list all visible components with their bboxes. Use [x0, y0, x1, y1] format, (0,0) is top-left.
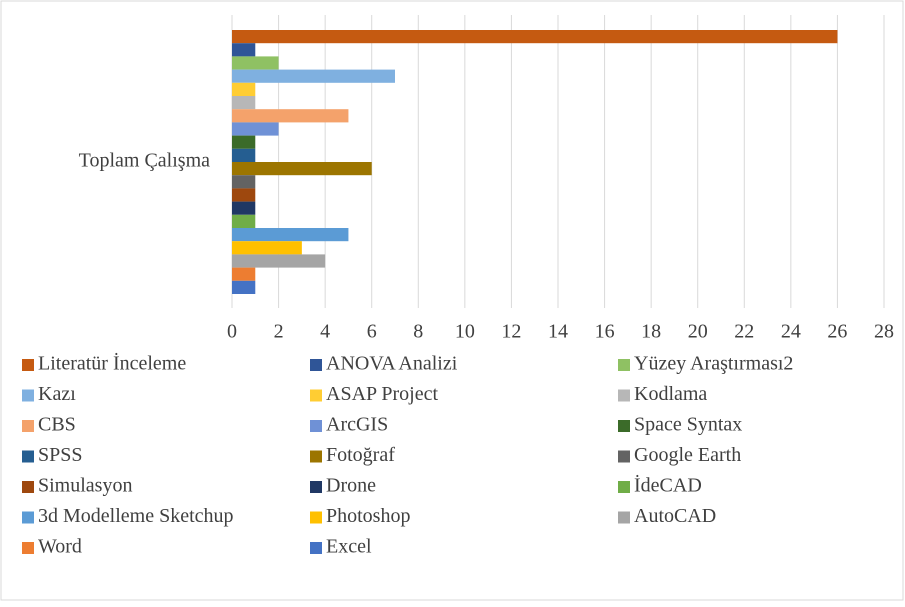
legend-label: Photoshop: [326, 505, 410, 527]
legend-label: Excel: [326, 536, 372, 558]
bar: [232, 267, 256, 281]
legend-swatch: [22, 542, 34, 554]
x-tick-label: 16: [595, 321, 615, 343]
legend-swatch: [618, 511, 630, 524]
x-tick-label: 22: [734, 321, 754, 343]
y-tick-label: Toplam Çalışma: [79, 150, 210, 172]
legend-swatch: [310, 359, 322, 371]
x-tick-label: 28: [874, 321, 894, 343]
legend-swatch: [310, 511, 322, 524]
bar: [232, 254, 326, 268]
bar: [232, 280, 256, 294]
legend-label: ANOVA Analizi: [326, 353, 458, 375]
legend-swatch: [310, 389, 322, 402]
legend-swatch: [310, 481, 322, 493]
legend-label: Word: [38, 536, 82, 558]
bar: [232, 43, 256, 57]
legend-label: ASAP Project: [326, 383, 438, 405]
x-tick-label: 10: [455, 321, 475, 343]
x-tick-label: 4: [320, 321, 330, 343]
bar: [232, 175, 256, 189]
legend-label: AutoCAD: [634, 505, 716, 527]
legend-label: Yüzey Araştırması2: [634, 353, 793, 375]
bar: [232, 30, 838, 44]
legend-label: ArcGIS: [326, 414, 388, 436]
legend-label: Literatür İnceleme: [38, 352, 186, 375]
legend-swatch: [310, 450, 322, 463]
legend-swatch: [310, 420, 322, 432]
legend-swatch: [22, 511, 34, 524]
x-tick-label: 18: [641, 321, 661, 343]
bar: [232, 96, 256, 110]
legend-swatch: [618, 389, 630, 402]
bar: [232, 148, 256, 162]
x-tick-label: 6: [367, 321, 377, 343]
bar: [232, 162, 372, 176]
bar: [232, 201, 256, 215]
legend-swatch: [22, 359, 34, 371]
bar: [232, 82, 256, 96]
legend-label: 3d Modelleme Sketchup: [38, 505, 234, 527]
x-tick-label: 26: [827, 321, 847, 343]
bar: [232, 228, 349, 242]
legend-label: Kodlama: [634, 383, 707, 405]
legend-swatch: [22, 481, 34, 493]
bar: [232, 135, 256, 149]
x-tick-label: 8: [413, 321, 423, 343]
legend-swatch: [22, 450, 34, 463]
legend-swatch: [618, 359, 630, 371]
x-tick-label: 24: [781, 321, 801, 343]
x-tick-label: 0: [227, 321, 237, 343]
bar: [232, 241, 302, 255]
x-tick-label: 20: [688, 321, 708, 343]
legend-swatch: [22, 420, 34, 432]
legend-swatch: [618, 420, 630, 432]
bar: [232, 122, 279, 136]
legend-swatch: [310, 542, 322, 554]
legend-swatch: [618, 481, 630, 493]
legend-label: Fotoğraf: [326, 444, 395, 466]
bar: [232, 69, 395, 83]
legend-label: Drone: [326, 475, 376, 497]
bar: [232, 214, 256, 228]
x-tick-label: 2: [274, 321, 284, 343]
bar: [232, 56, 279, 70]
legend-swatch: [22, 389, 34, 402]
x-tick-label: 14: [548, 321, 568, 343]
x-tick-label: 12: [501, 321, 521, 343]
bar: [232, 188, 256, 202]
legend-label: Simulasyon: [38, 475, 132, 497]
legend-label: İdeCAD: [634, 474, 702, 497]
legend-label: Space Syntax: [634, 414, 742, 436]
legend-label: SPSS: [38, 444, 83, 466]
legend-label: CBS: [38, 414, 76, 436]
bar: [232, 109, 349, 123]
legend-swatch: [618, 450, 630, 463]
legend-label: Kazı: [38, 383, 76, 405]
legend-label: Google Earth: [634, 444, 741, 466]
